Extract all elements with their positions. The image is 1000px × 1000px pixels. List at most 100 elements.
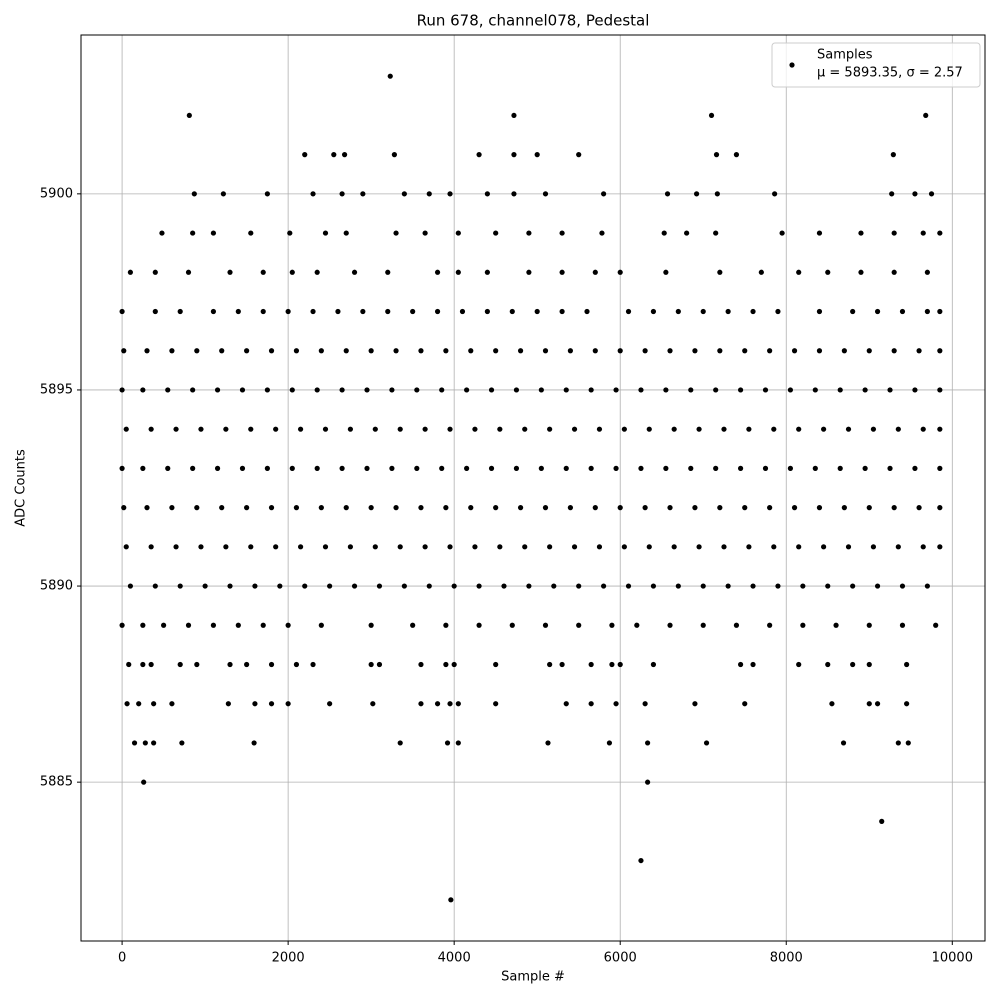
point — [592, 269, 598, 275]
point — [688, 465, 694, 471]
point — [239, 465, 246, 471]
point — [890, 152, 896, 158]
point — [513, 465, 520, 471]
point — [816, 308, 823, 315]
point — [397, 740, 403, 746]
point — [198, 426, 204, 432]
point — [341, 152, 348, 158]
point — [645, 779, 651, 785]
point — [675, 308, 681, 315]
point — [717, 269, 723, 275]
point — [418, 505, 424, 511]
point — [916, 505, 922, 511]
point — [387, 73, 393, 79]
point — [904, 701, 910, 707]
point — [601, 191, 607, 197]
point — [289, 465, 295, 471]
point — [159, 230, 165, 236]
point — [746, 426, 752, 432]
point — [484, 308, 490, 315]
point — [767, 348, 773, 354]
point — [260, 269, 266, 275]
point — [924, 269, 930, 275]
point — [542, 505, 549, 511]
point — [401, 191, 407, 197]
point — [775, 583, 781, 589]
point — [899, 583, 906, 589]
point — [634, 622, 640, 628]
point — [488, 387, 495, 393]
point — [372, 544, 378, 550]
point — [750, 583, 756, 589]
point — [816, 230, 823, 236]
point — [364, 387, 370, 393]
point — [148, 426, 154, 432]
point — [331, 152, 337, 158]
point — [343, 230, 349, 236]
point — [895, 544, 901, 550]
point — [410, 308, 416, 315]
point — [123, 426, 129, 432]
point — [302, 152, 308, 158]
point — [663, 387, 669, 393]
point — [219, 505, 225, 511]
point — [737, 661, 744, 668]
point — [887, 387, 893, 393]
point — [227, 661, 233, 668]
point — [592, 505, 598, 511]
point — [874, 583, 881, 589]
point — [455, 269, 461, 275]
point — [542, 348, 549, 354]
point — [418, 701, 424, 707]
point — [448, 897, 454, 903]
point — [547, 426, 553, 432]
point — [414, 465, 420, 471]
point — [509, 622, 515, 628]
point — [177, 583, 183, 589]
point — [912, 387, 918, 393]
point — [891, 269, 897, 275]
point — [791, 348, 798, 354]
point — [638, 465, 644, 471]
point — [596, 544, 603, 550]
point — [522, 426, 528, 432]
point — [244, 505, 250, 511]
point — [464, 465, 470, 471]
point — [509, 308, 515, 315]
point — [850, 308, 856, 315]
point — [468, 505, 474, 511]
point — [264, 191, 270, 197]
point — [646, 544, 652, 550]
x-tick-label: 6000 — [604, 951, 637, 966]
point — [248, 230, 254, 236]
point — [664, 191, 671, 197]
point — [800, 622, 806, 628]
point — [874, 701, 881, 707]
point — [912, 465, 918, 471]
point — [841, 505, 847, 511]
point — [576, 152, 582, 158]
point — [131, 740, 138, 746]
point — [119, 387, 125, 393]
point — [194, 661, 200, 668]
point — [123, 544, 129, 550]
point — [368, 505, 374, 511]
point — [310, 308, 316, 315]
point — [302, 583, 308, 589]
point — [393, 348, 399, 354]
point — [675, 583, 681, 589]
point — [511, 112, 517, 119]
point — [335, 308, 341, 315]
point — [787, 387, 794, 393]
point — [434, 308, 441, 315]
point — [866, 661, 872, 668]
point — [293, 348, 300, 354]
point — [343, 505, 349, 511]
point — [742, 701, 748, 707]
point — [327, 701, 333, 707]
point — [484, 191, 490, 197]
point — [825, 661, 831, 668]
point — [601, 583, 607, 589]
point — [937, 544, 943, 550]
